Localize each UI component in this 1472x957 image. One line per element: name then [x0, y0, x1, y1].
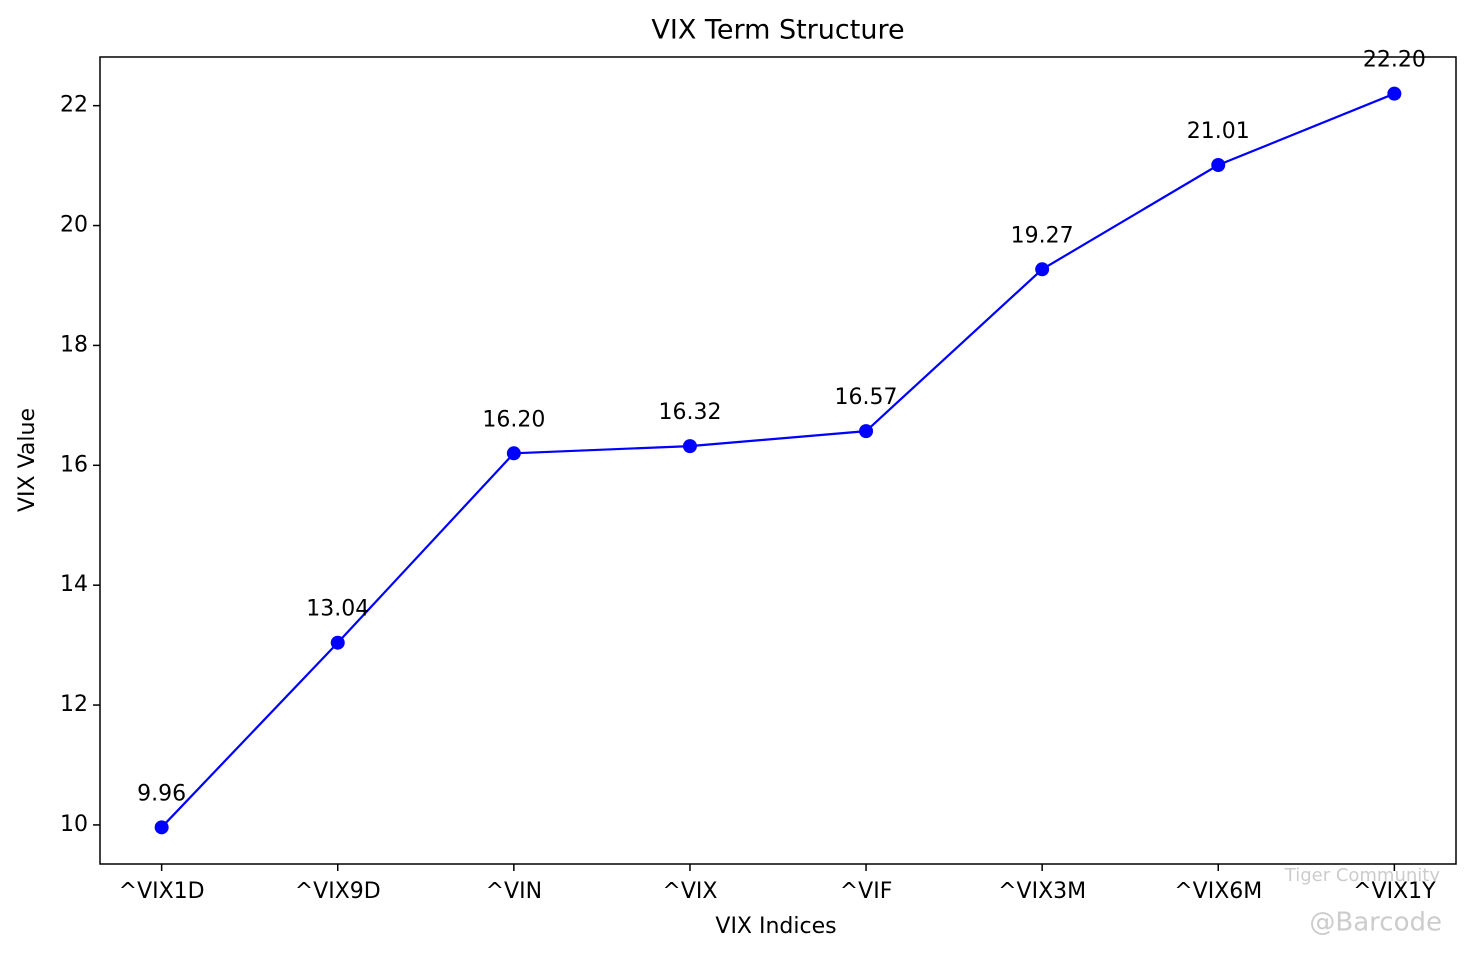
watermark: @Barcode: [1309, 908, 1442, 938]
marker: [1211, 158, 1226, 173]
x-tick-label: ^VIX9D: [295, 879, 381, 904]
x-tick-label: ^VIX6M: [1174, 879, 1262, 904]
data-label: 13.04: [306, 597, 369, 622]
data-label: 9.96: [137, 781, 186, 806]
marker: [330, 635, 345, 650]
line: [160, 92, 1395, 829]
marker: [1035, 262, 1050, 277]
marker: [682, 439, 697, 454]
x-tick-label: ^VIF: [840, 879, 893, 904]
data-label: 16.20: [482, 407, 545, 432]
data-label: 16.57: [835, 385, 898, 410]
watermark: Tiger Community: [1284, 865, 1441, 886]
y-tick-label: 22: [60, 93, 88, 118]
y-tick-label: 10: [60, 812, 88, 837]
data-label: 22.20: [1363, 48, 1426, 73]
y-tick-label: 12: [60, 692, 88, 717]
data-label: 16.32: [658, 400, 721, 425]
x-axis-label: VIX Indices: [715, 914, 836, 939]
y-tick-label: 18: [60, 332, 88, 357]
marker: [506, 446, 521, 461]
marker: [1387, 86, 1402, 101]
y-tick-label: 16: [60, 452, 88, 477]
x-tick-label: ^VIX: [662, 879, 717, 904]
chart-title: VIX Term Structure: [651, 15, 904, 46]
x-tick-label: ^VIX3M: [998, 879, 1086, 904]
x-tick-label: ^VIX1Y: [1353, 879, 1436, 904]
data-label: 21.01: [1187, 119, 1250, 144]
marker: [154, 820, 169, 835]
y-axis-label: VIX Value: [15, 408, 40, 512]
y-tick-label: 14: [60, 572, 88, 597]
data-label: 19.27: [1011, 223, 1074, 248]
x-tick-label: ^VIX1D: [119, 879, 205, 904]
plot-frame: [99, 56, 1457, 865]
y-tick-label: 20: [60, 213, 88, 238]
x-tick-label: ^VIN: [486, 879, 542, 904]
marker: [859, 424, 874, 439]
